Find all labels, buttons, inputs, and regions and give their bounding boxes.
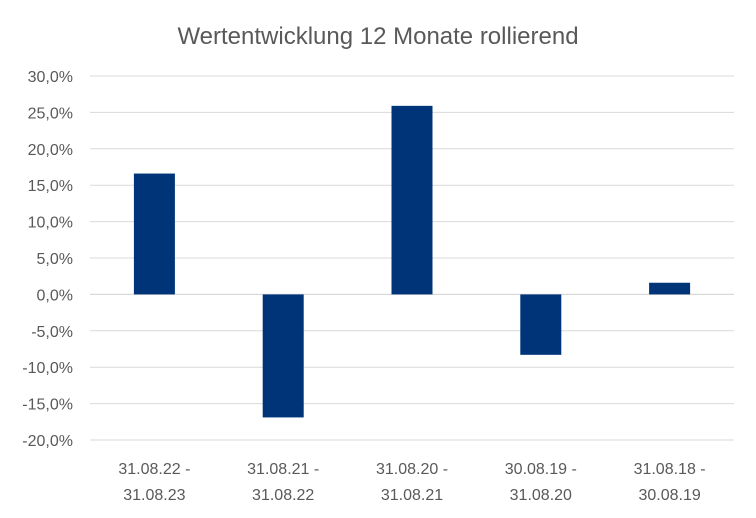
x-axis-tick-labels: 31.08.22 -31.08.23 31.08.21 -31.08.22 31.0… [118,461,705,504]
x-tick-label: 30.08.19 -31.08.20 [505,461,577,504]
bars [133,105,691,418]
y-tick-label: -5,0% [31,324,73,341]
chart-title: Wertentwicklung 12 Monate rollierend [177,23,578,50]
y-tick-label: -20,0% [22,433,73,450]
y-tick-label: -15,0% [22,397,73,414]
bar [649,282,691,295]
bar [520,294,562,355]
x-tick-label: 31.08.20 -31.08.21 [376,461,448,504]
y-tick-label: 5,0% [37,251,73,268]
y-tick-label: -10,0% [22,360,73,377]
x-tick-label: 31.08.22 -31.08.23 [118,461,190,504]
y-tick-label: 30,0% [28,69,73,86]
y-tick-label: 10,0% [28,215,73,232]
y-tick-label: 25,0% [28,105,73,122]
y-tick-label: 0,0% [37,287,73,304]
x-tick-label: 31.08.21 -31.08.22 [247,461,319,504]
bar [391,105,433,295]
bar [133,173,175,295]
x-tick-label: 31.08.18 -30.08.19 [634,461,706,504]
y-axis-tick-labels: 30,0% 25,0% 20,0% 15,0% 10,0% 5,0% 0,0% -5,0% -1… [22,69,73,450]
bar [262,294,304,418]
y-tick-label: 15,0% [28,178,73,195]
y-tick-label: 20,0% [28,142,73,159]
